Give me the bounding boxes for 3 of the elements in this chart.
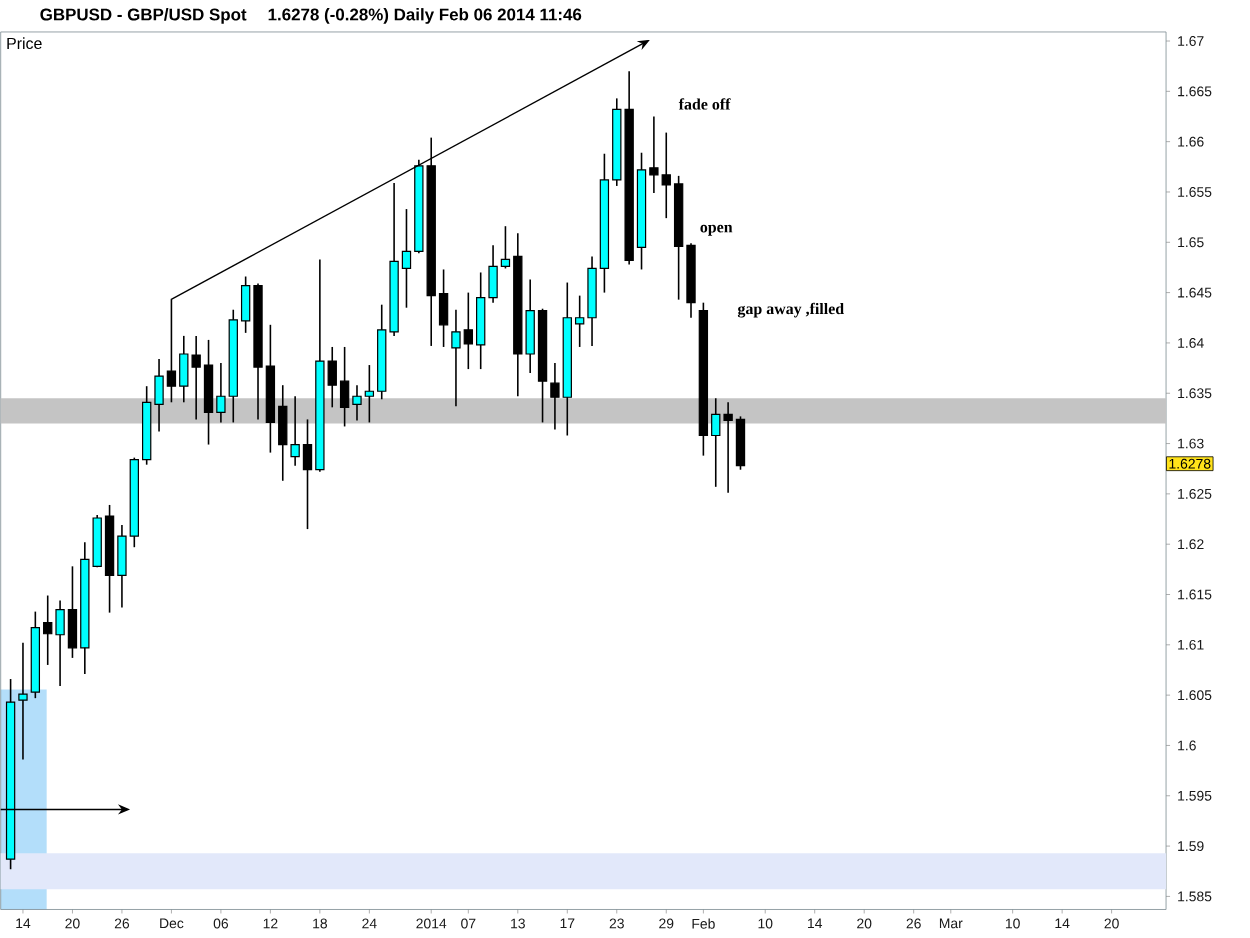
candlestick <box>18 642 28 761</box>
chart-subtitle: 1.6278 (-0.28%) Daily Feb 06 2014 11:46 <box>268 8 582 25</box>
chart-title: GBPUSD - GBP/USD Spot <box>40 8 247 25</box>
